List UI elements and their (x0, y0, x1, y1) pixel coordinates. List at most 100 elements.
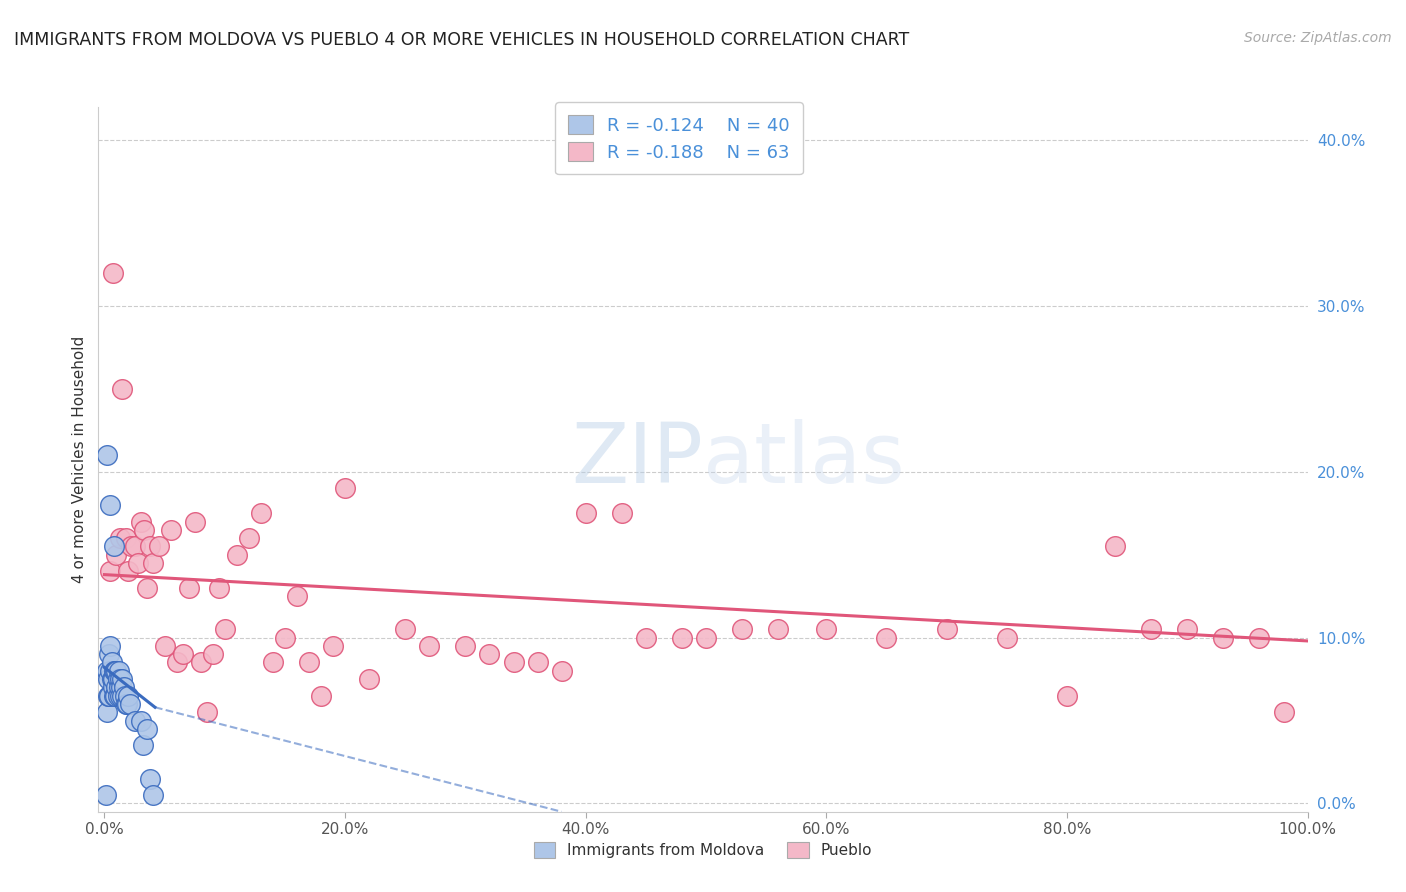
Text: atlas: atlas (703, 419, 904, 500)
Point (115, 531, 138, 545)
Point (1056, 689, 1078, 703)
Point (107, 672, 129, 686)
Legend: Immigrants from Moldova, Pueblo: Immigrants from Moldova, Pueblo (527, 836, 879, 864)
Point (111, 689, 134, 703)
Point (815, 623, 838, 637)
Point (550, 664, 572, 678)
Point (142, 556, 165, 570)
Point (159, 523, 181, 537)
Point (274, 631, 297, 645)
Point (100, 498, 122, 512)
Point (153, 639, 176, 653)
Point (104, 664, 127, 678)
Point (526, 656, 548, 670)
Point (105, 681, 128, 695)
Point (214, 623, 236, 637)
Point (208, 581, 231, 595)
Point (1104, 540, 1126, 554)
Point (148, 540, 170, 554)
Y-axis label: 4 or more Vehicles in Household: 4 or more Vehicles in Household (72, 335, 87, 583)
Point (695, 631, 717, 645)
Point (111, 672, 134, 686)
Point (1212, 631, 1234, 645)
Point (135, 722, 157, 736)
Point (671, 631, 693, 645)
Point (995, 631, 1018, 645)
Point (1249, 631, 1271, 645)
Point (100, 656, 122, 670)
Point (100, 664, 122, 678)
Text: IMMIGRANTS FROM MOLDOVA VS PUEBLO 4 OR MORE VEHICLES IN HOUSEHOLD CORRELATION CH: IMMIGRANTS FROM MOLDOVA VS PUEBLO 4 OR M… (14, 31, 910, 49)
Point (98, 689, 121, 703)
Point (309, 689, 332, 703)
Point (108, 664, 131, 678)
Point (298, 656, 321, 670)
Point (117, 689, 139, 703)
Point (418, 639, 440, 653)
Point (132, 739, 155, 753)
Point (107, 689, 129, 703)
Point (225, 548, 247, 562)
Point (117, 697, 139, 711)
Point (935, 623, 957, 637)
Point (100, 564, 122, 578)
Point (177, 581, 200, 595)
Point (103, 664, 125, 678)
Point (105, 548, 128, 562)
Point (478, 647, 501, 661)
Point (108, 681, 131, 695)
Point (502, 656, 524, 670)
Point (610, 506, 633, 520)
Point (250, 506, 273, 520)
Point (134, 523, 156, 537)
Point (114, 689, 136, 703)
Point (101, 266, 124, 280)
Point (333, 482, 356, 496)
Text: Source: ZipAtlas.com: Source: ZipAtlas.com (1244, 31, 1392, 45)
Point (1175, 623, 1198, 637)
Point (634, 631, 657, 645)
Point (112, 681, 135, 695)
Point (359, 672, 381, 686)
Point (120, 540, 142, 554)
Point (129, 515, 152, 529)
Point (135, 581, 157, 595)
Point (111, 382, 134, 396)
Point (97, 689, 120, 703)
Point (108, 672, 131, 686)
Point (139, 772, 162, 786)
Point (183, 515, 205, 529)
Point (454, 639, 477, 653)
Point (285, 589, 308, 603)
Point (201, 647, 224, 661)
Point (103, 689, 125, 703)
Point (238, 531, 260, 545)
Point (1140, 623, 1163, 637)
Point (129, 714, 152, 728)
Point (100, 639, 122, 653)
Point (101, 681, 124, 695)
Point (110, 681, 132, 695)
Point (124, 540, 146, 554)
Point (766, 623, 789, 637)
Point (105, 664, 128, 678)
Point (139, 540, 162, 554)
Point (575, 506, 598, 520)
Point (124, 714, 146, 728)
Point (97, 672, 120, 686)
Point (195, 705, 218, 719)
Point (166, 656, 188, 670)
Point (108, 689, 131, 703)
Point (1272, 705, 1295, 719)
Point (142, 788, 165, 802)
Point (100, 672, 122, 686)
Point (104, 689, 127, 703)
Point (103, 540, 125, 554)
Point (117, 564, 139, 578)
Point (262, 656, 284, 670)
Point (101, 672, 124, 686)
Point (172, 647, 194, 661)
Point (98, 647, 121, 661)
Point (322, 639, 344, 653)
Point (190, 656, 212, 670)
